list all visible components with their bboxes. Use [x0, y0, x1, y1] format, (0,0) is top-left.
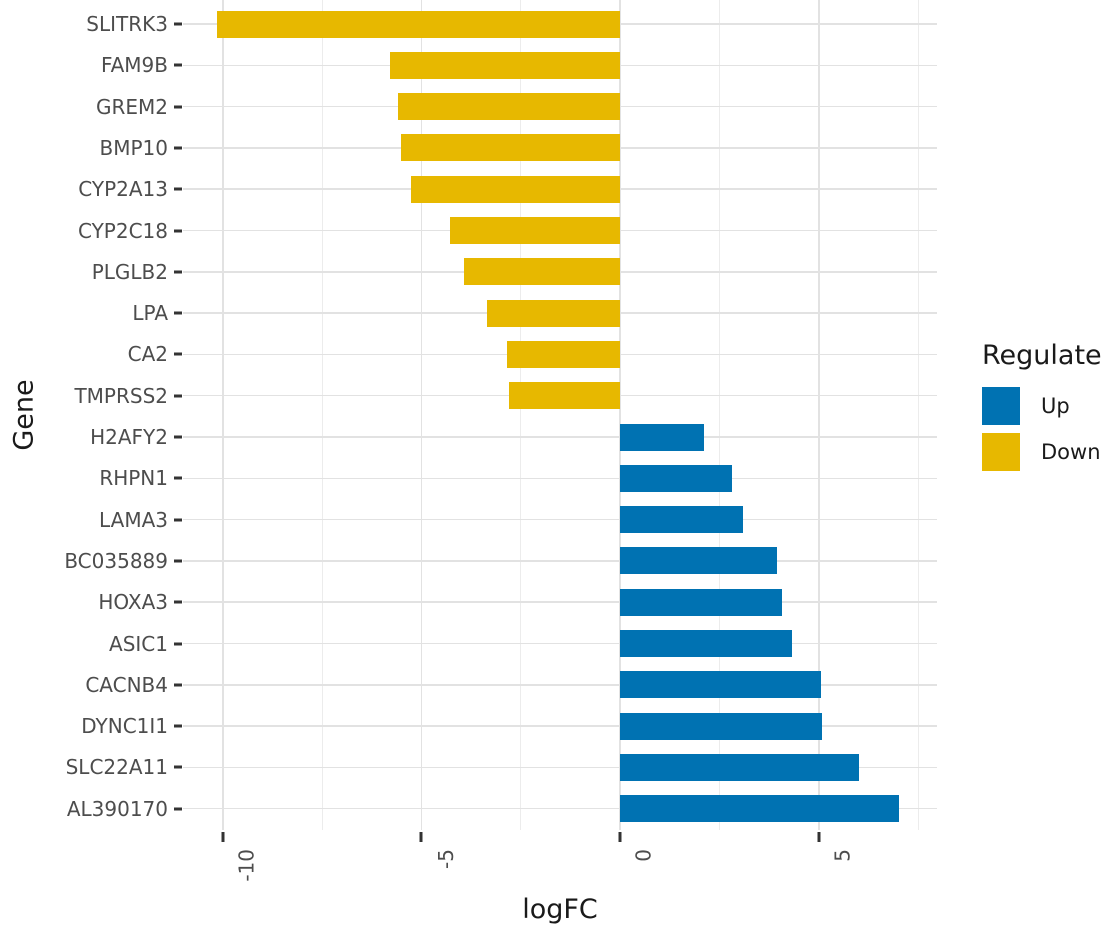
x-tick-mark: [221, 832, 225, 842]
y-axis-label-CACNB4: CACNB4: [85, 672, 168, 697]
gridline-horizontal: [183, 601, 937, 603]
y-axis-label-CYP2C18: CYP2C18: [77, 218, 168, 243]
bar-FAM9B: [390, 51, 621, 79]
legend-title: Regulate: [982, 340, 1102, 371]
legend-key-down: [982, 433, 1020, 471]
bar-LAMA3: [620, 506, 744, 534]
gridline-major-vertical: [221, 0, 224, 830]
legend-items: Up Down: [982, 387, 1102, 471]
y-tick-mark: [174, 683, 182, 687]
y-axis-label-TMPRSS2: TMPRSS2: [74, 383, 168, 408]
legend-key-up: [982, 387, 1020, 425]
y-axis-label-BMP10: BMP10: [99, 135, 169, 160]
legend-item-down: Down: [982, 433, 1102, 471]
legend: Regulate Up Down: [982, 340, 1102, 479]
bar-LPA: [487, 299, 621, 327]
y-tick-mark: [174, 105, 182, 109]
plot-panel: [183, 0, 937, 830]
gridline-minor-vertical: [321, 0, 323, 830]
y-axis-label-LAMA3: LAMA3: [99, 507, 168, 532]
y-axis-label-ASIC1: ASIC1: [109, 631, 168, 656]
bar-AL390170: [620, 795, 900, 823]
gridline-horizontal: [183, 684, 937, 686]
bar-CA2: [506, 340, 621, 368]
y-tick-mark: [174, 807, 182, 811]
y-axis-label-CA2: CA2: [127, 342, 168, 367]
y-axis-label-SLC22A11: SLC22A11: [65, 755, 168, 780]
bar-PLGLB2: [464, 258, 621, 286]
bar-BMP10: [401, 134, 621, 162]
y-axis-label-FAM9B: FAM9B: [100, 53, 168, 78]
y-axis-label-AL390170: AL390170: [66, 796, 168, 821]
y-axis-label-SLITRK3: SLITRK3: [86, 12, 168, 36]
bar-DYNC1I1: [620, 712, 823, 740]
legend-label-up: Up: [1041, 394, 1070, 418]
y-tick-mark: [174, 63, 182, 67]
y-axis-label-LPA: LPA: [132, 301, 168, 326]
x-tick-label: 0: [632, 849, 657, 862]
bar-H2AFY2: [620, 423, 705, 451]
legend-item-up: Up: [982, 387, 1102, 425]
x-tick-mark: [618, 832, 622, 842]
x-axis-title: logFC: [522, 894, 598, 925]
y-tick-mark: [174, 600, 182, 604]
bar-GREM2: [397, 93, 621, 121]
y-axis-label-DYNC1I1: DYNC1I1: [81, 714, 168, 739]
y-tick-mark: [174, 518, 182, 522]
gridline-major-vertical: [420, 0, 423, 830]
bar-HOXA3: [620, 588, 782, 616]
gridline-minor-vertical: [917, 0, 919, 830]
bar-RHPN1: [620, 464, 733, 492]
y-axis-label-RHPN1: RHPN1: [99, 466, 168, 491]
y-tick-mark: [174, 394, 182, 398]
y-tick-mark: [174, 270, 182, 274]
y-tick-mark: [174, 724, 182, 728]
gridline-horizontal: [183, 518, 937, 521]
y-axis-label-GREM2: GREM2: [95, 94, 168, 119]
y-axis-label-BC035889: BC035889: [64, 548, 168, 573]
gridline-horizontal: [183, 560, 937, 562]
x-tick-mark: [817, 832, 821, 842]
x-tick-mark: [419, 832, 423, 842]
y-tick-mark: [174, 476, 182, 480]
y-tick-mark: [174, 146, 182, 150]
bar-ASIC1: [620, 630, 792, 657]
y-axis-title: Gene: [8, 379, 40, 451]
x-tick-label: -10: [234, 849, 259, 882]
legend-label-down: Down: [1041, 440, 1101, 464]
y-tick-mark: [174, 22, 182, 26]
gridline-horizontal: [183, 766, 937, 769]
bar-SLITRK3: [216, 10, 621, 38]
y-tick-mark: [174, 229, 182, 232]
bar-CYP2C18: [450, 217, 621, 244]
y-axis-label-PLGLB2: PLGLB2: [91, 259, 168, 284]
bar-BC035889: [620, 547, 777, 575]
gridline-horizontal: [183, 725, 937, 727]
y-axis-label-CYP2A13: CYP2A13: [78, 177, 168, 202]
gridline-minor-vertical: [520, 0, 522, 830]
gridline-major-vertical: [818, 0, 820, 830]
bar-TMPRSS2: [508, 382, 621, 410]
y-axis-label-H2AFY2: H2AFY2: [90, 425, 168, 449]
x-tick-label: 5: [830, 849, 855, 862]
gridline-horizontal: [183, 436, 937, 438]
y-tick-mark: [174, 642, 182, 645]
bar-CYP2A13: [410, 175, 621, 203]
y-tick-mark: [174, 765, 182, 769]
y-tick-mark: [174, 187, 182, 191]
gridline-major-vertical: [619, 0, 621, 830]
y-tick-mark: [174, 352, 182, 356]
gridline-horizontal: [183, 642, 937, 645]
y-tick-mark: [174, 559, 182, 563]
y-tick-mark: [174, 435, 182, 439]
gridline-horizontal: [183, 477, 937, 480]
gridline-horizontal: [183, 807, 937, 810]
x-tick-label: -5: [433, 849, 458, 869]
y-tick-mark: [174, 311, 182, 315]
bar-CACNB4: [620, 671, 822, 699]
bar-SLC22A11: [620, 753, 859, 781]
y-axis-label-HOXA3: HOXA3: [98, 590, 168, 615]
gridline-minor-vertical: [719, 0, 721, 830]
